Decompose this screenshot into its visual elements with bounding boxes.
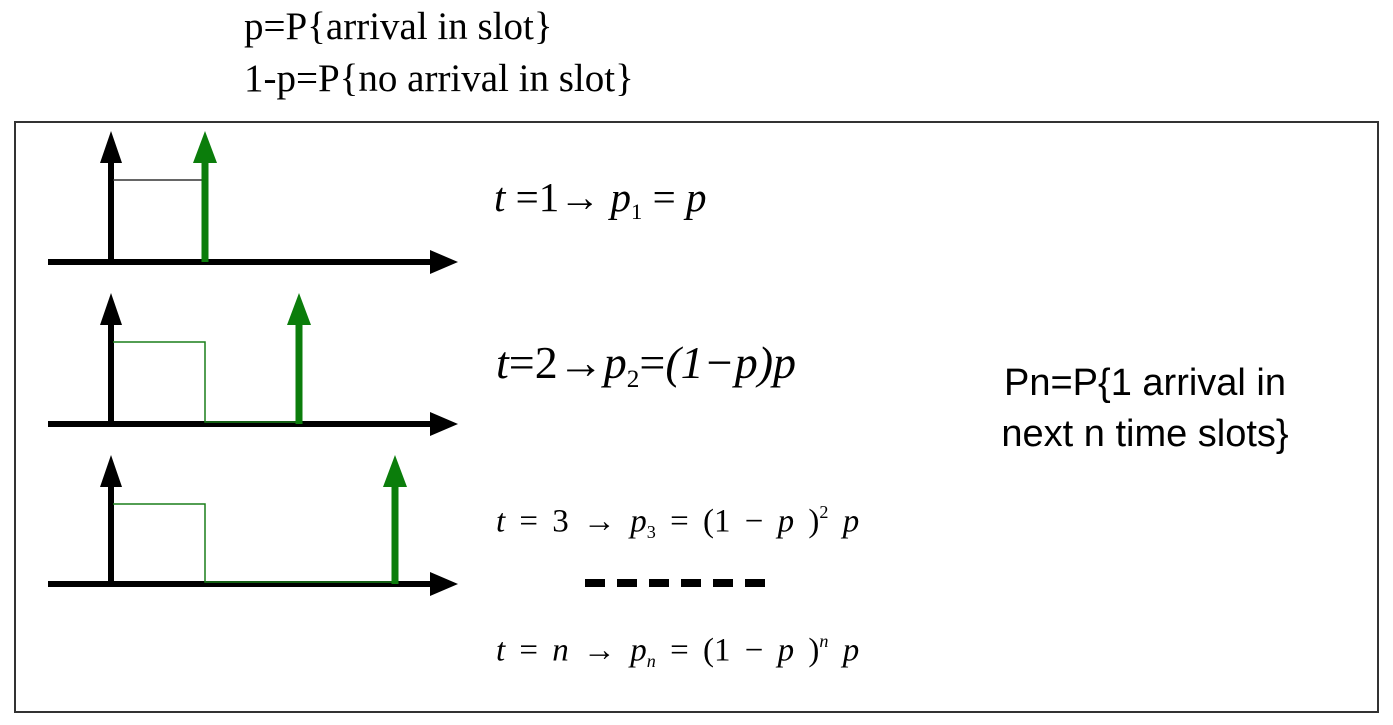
timeline-1 (48, 131, 458, 274)
dash (617, 579, 637, 587)
equation-t3: t = 3 → p3 = (1 − p )2 p (496, 502, 860, 542)
dash (681, 579, 701, 587)
eq1-rhs: p (685, 174, 707, 220)
eqn-exponent: n (819, 631, 829, 651)
eq3-index: 3 (646, 521, 656, 542)
eq3-exponent: 2 (819, 502, 829, 522)
pn-definition: Pn=P{1 arrival in next n time slots} (980, 358, 1310, 460)
ellipsis-dashes (585, 579, 765, 587)
dash (585, 579, 605, 587)
time-axis-2-arrowhead (430, 412, 458, 436)
dash (713, 579, 733, 587)
start-arrow-1-head (100, 131, 122, 163)
equation-t1: t =1→ p1 = p (494, 174, 707, 224)
eq1-index: 1 (631, 198, 643, 224)
pn-definition-line1: Pn=P{1 arrival in (1004, 362, 1286, 404)
slot-path-3 (113, 503, 393, 583)
time-axis-3-arrowhead (430, 572, 458, 596)
header-probability-arrival: p=P{arrival in slot} (244, 5, 553, 48)
pn-definition-line2: next n time slots} (1001, 413, 1289, 455)
arrival-arrow-3-head (383, 455, 407, 487)
eqn-t-value: n (552, 632, 569, 669)
header-probability-no-arrival: 1-p=P{no arrival in slot} (244, 57, 634, 100)
eqn-index: n (646, 650, 656, 671)
equation-t2: t=2→p2=(1−p)p (496, 337, 797, 393)
arrival-arrow-2-head (287, 293, 311, 325)
equation-tn: t = n → pn = (1 − p )n p (496, 631, 860, 671)
eq2-t-value: 2 (534, 337, 558, 388)
timeline-2 (48, 293, 458, 436)
eq1-t-value: 1 (538, 174, 560, 220)
dash (649, 579, 669, 587)
eq2-rhs: (1−p)p (665, 337, 797, 388)
time-axis-1-arrowhead (430, 250, 458, 274)
arrival-arrow-1-head (193, 131, 217, 163)
start-arrow-2-head (100, 293, 122, 325)
eq3-t-value: 3 (552, 503, 569, 540)
eq2-index: 2 (626, 364, 640, 393)
start-arrow-3-head (100, 455, 122, 487)
slot-path-2 (113, 341, 298, 423)
dash (745, 579, 765, 587)
timeline-3 (48, 455, 458, 596)
diagram-frame (14, 121, 1379, 713)
